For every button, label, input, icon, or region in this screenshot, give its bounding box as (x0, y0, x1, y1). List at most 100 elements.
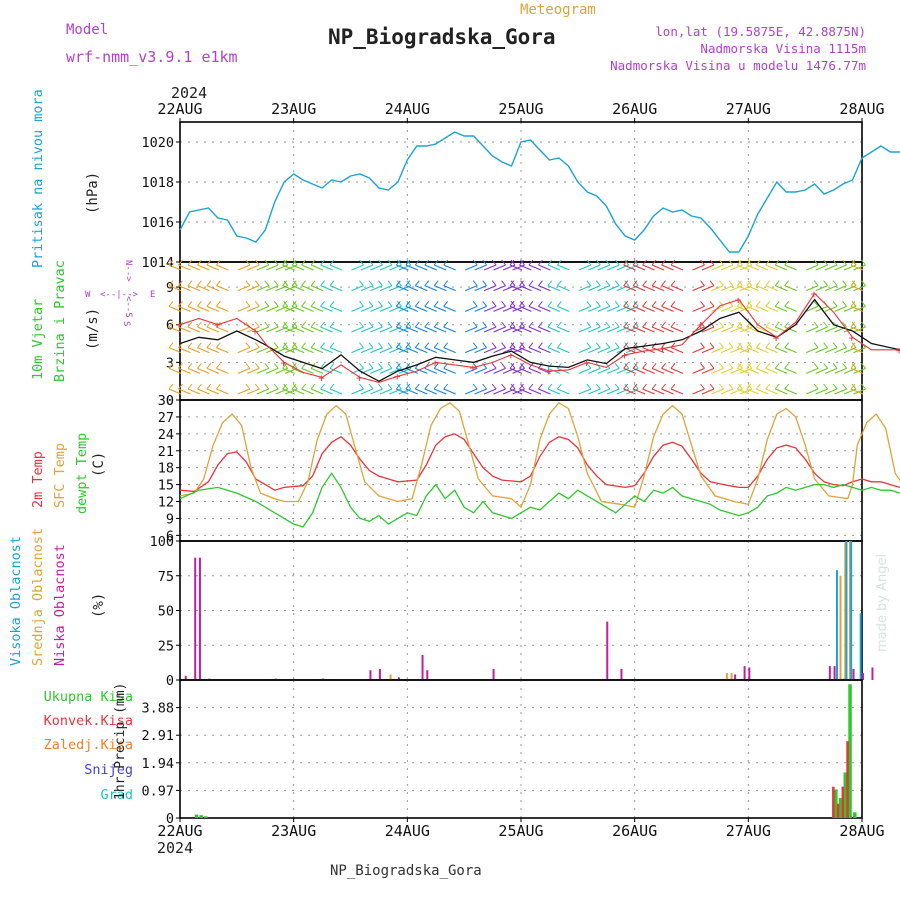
wind-unit: (m/s) (85, 308, 101, 350)
wind-barb (379, 388, 393, 395)
wind-barb-flag (851, 342, 857, 348)
wind-barb-flag (472, 363, 478, 369)
wind-barb-flag (538, 321, 543, 328)
wind-barb-flag (851, 383, 857, 390)
wind-barb (483, 285, 497, 292)
wind-barb-flag (291, 383, 297, 390)
wind-barb-flag (245, 363, 251, 369)
wind-barb (737, 388, 750, 395)
wind-barb-flag (861, 383, 866, 390)
wind-barb-flag (396, 383, 402, 390)
wind-barb-flag (264, 259, 270, 266)
wind-barb (320, 367, 333, 374)
wind-barb-flag (329, 363, 335, 369)
wind-barb (434, 305, 447, 312)
wind-barb (237, 367, 251, 374)
wind-barb (216, 347, 229, 354)
wind-barb (815, 285, 828, 292)
wind-barb-flag (424, 280, 430, 286)
wind-barb (291, 326, 305, 333)
wind-barb (464, 285, 478, 292)
y-tick-label: 1.94 (141, 756, 174, 772)
wind-barb-flag (178, 363, 183, 369)
wind-barb-flag (187, 280, 193, 286)
wind-barb-flag (396, 363, 402, 369)
wind-label-1: 10m Vjetar (30, 299, 46, 380)
wind-barb (824, 388, 838, 395)
wind-barb-flag (728, 259, 734, 266)
wind-barb-flag (197, 363, 202, 369)
wind-barb (519, 285, 532, 292)
wind-barb-flag (623, 321, 629, 328)
wind-barb (528, 388, 542, 395)
wind-gust-marker: + (356, 371, 363, 384)
wind-barb-flag (282, 342, 288, 348)
wind-barb-flag (774, 342, 780, 348)
wind-barb (815, 367, 828, 374)
wind-barb-flag (624, 301, 630, 307)
wind-barb (737, 285, 750, 292)
wind-barb-flag (547, 301, 553, 307)
wind-barb (379, 285, 393, 292)
wind-barb (256, 388, 269, 395)
wind-barb (320, 326, 333, 333)
wind-barb (805, 285, 819, 292)
wind-barb-flag (700, 321, 705, 328)
wind-barb-flag (168, 342, 174, 348)
wind-barb-flag (851, 280, 857, 286)
wind-gust-marker: + (432, 356, 439, 369)
wind-barb-flag (359, 342, 364, 348)
wind-barb (784, 388, 797, 395)
wind-barb (623, 388, 636, 395)
wind-barb (320, 264, 333, 271)
wind-barb (547, 326, 561, 333)
wind-barb-flag (586, 363, 592, 369)
cloud-bar (620, 668, 623, 680)
wind-barb (824, 367, 838, 374)
wind-barb-flag (556, 383, 562, 390)
wind-barb-flag (482, 280, 488, 286)
wind-barb (360, 388, 374, 395)
wind-barb-flag (670, 383, 676, 390)
wind-barb (784, 367, 797, 374)
wind-barb (424, 367, 437, 374)
wind-barb (197, 285, 210, 292)
wind-barb-flag (509, 259, 515, 266)
wind-barb-flag (624, 280, 630, 286)
wind-gust-marker: + (659, 343, 666, 356)
wind-barb-flag (178, 280, 183, 286)
wind-barb-flag (359, 321, 364, 328)
wind-barb-flag (633, 301, 639, 307)
wind-barb (493, 264, 506, 271)
wind-barb (850, 326, 864, 333)
wind-barb (464, 326, 478, 333)
wind-barb-flag (406, 280, 412, 286)
wind-barb-flag (746, 342, 752, 348)
wind-barb-flag (301, 280, 307, 286)
wind-barb-flag (614, 280, 620, 286)
y-tick-label: 2.91 (141, 728, 174, 744)
wind-barb-flag (509, 321, 515, 328)
wind-barb (405, 347, 419, 354)
wind-barb-flag (861, 259, 866, 266)
wind-barb (266, 367, 279, 374)
wind-barb (434, 264, 447, 271)
wind-barb (711, 388, 724, 395)
wind-barb-flag (291, 301, 297, 307)
wind-barb-flag (737, 259, 743, 266)
wind-gust-marker: + (394, 370, 401, 383)
wind-barb-flag (832, 259, 838, 266)
compass-north-arrow: N--> (123, 260, 133, 282)
wind-barb (509, 326, 523, 333)
wind-barb (607, 347, 620, 354)
wind-barb-flag (651, 280, 657, 286)
wind-barb-flag (510, 383, 516, 390)
wind-barb-flag (556, 363, 562, 369)
wind-barb (197, 305, 210, 312)
wind-barb (464, 264, 478, 271)
wind-barb-flag (406, 342, 412, 348)
wind-barb (642, 264, 655, 271)
wind-barb (557, 367, 570, 374)
wind-barb-flag (737, 383, 743, 390)
